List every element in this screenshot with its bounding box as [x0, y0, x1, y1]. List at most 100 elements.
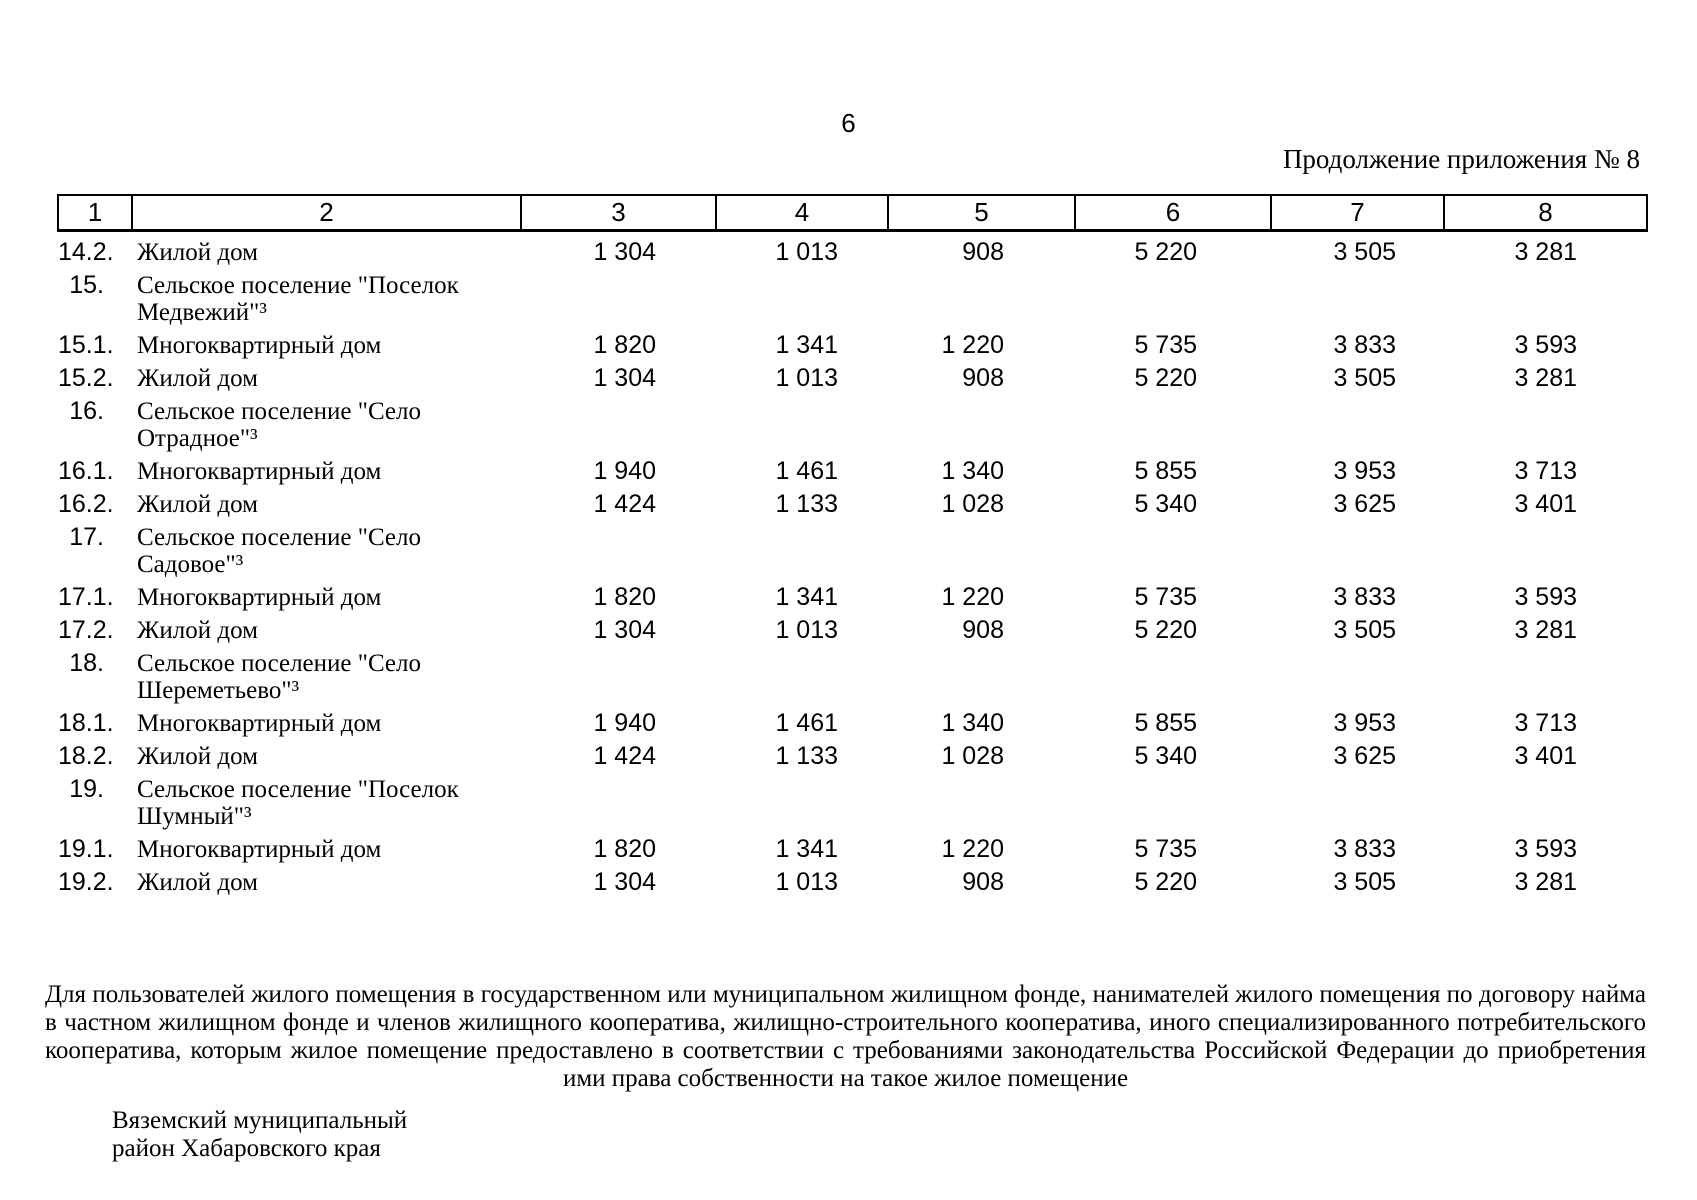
row-value-cell	[1075, 395, 1271, 455]
table-row: 15. Сельское поселение "Поселок Медвежий"…	[58, 269, 1647, 329]
table-row: 17. Сельское поселение "Село Садовое"³	[58, 521, 1647, 581]
table-header: 1 2 3 4 5 6 7 8	[57, 194, 1648, 232]
row-value-cell: 3 281	[1514, 364, 1577, 392]
row-value-cell: 908	[962, 868, 1004, 896]
district-label: Вяземский муниципальный район Хабаровско…	[112, 1107, 408, 1162]
row-value-cell: 3 281	[1514, 616, 1577, 644]
row-value-cell: 1 220	[941, 331, 1004, 359]
row-value-cell: 5 220	[1134, 238, 1197, 266]
row-value-cell: 3 953	[1333, 709, 1396, 737]
row-value-cell	[888, 521, 1075, 581]
row-value-cell: 1 133	[775, 742, 838, 770]
row-number-cell: 14.2.	[58, 238, 114, 266]
row-value-cell: 5 735	[1134, 331, 1197, 359]
row-value-cell	[521, 395, 716, 455]
row-value-cell: 1 133	[775, 490, 838, 518]
table-row: 18. Сельское поселение "Село Шереметьево"…	[58, 647, 1647, 707]
footnote-paragraph: Для пользователей жилого помещения в гос…	[45, 981, 1646, 1092]
row-value-cell: 3 833	[1333, 835, 1396, 863]
row-name-cell: Сельское поселение "Поселок Шумный"³	[137, 776, 459, 830]
column-header-1: 1	[57, 194, 133, 232]
table-row: 17.1. Многоквартирный дом 1 820 1 341 1 220 5…	[58, 581, 1647, 614]
row-value-cell: 1 940	[593, 457, 656, 485]
row-value-cell: 1 341	[775, 583, 838, 611]
row-number-cell: 18.	[69, 649, 104, 677]
row-name-cell: Сельское поселение "Село Садовое"³	[137, 524, 422, 578]
row-value-cell	[1075, 269, 1271, 329]
row-value-cell	[1271, 395, 1444, 455]
row-value-cell: 3 505	[1333, 364, 1396, 392]
row-number-cell: 17.2.	[58, 616, 114, 644]
row-value-cell	[1444, 521, 1647, 581]
row-number-cell: 18.2.	[58, 742, 114, 770]
column-header-7: 7	[1270, 194, 1445, 232]
table-row: 19.2. Жилой дом 1 304 1 013 908 5 220 3 505 3 2…	[58, 866, 1647, 899]
row-number-cell: 19.2.	[58, 868, 114, 896]
row-value-cell	[1271, 773, 1444, 833]
row-value-cell: 1 461	[775, 709, 838, 737]
row-number-cell: 18.1.	[58, 709, 114, 737]
row-value-cell: 1 940	[593, 709, 656, 737]
row-name-cell: Жилой дом	[137, 239, 258, 266]
row-name-cell: Сельское поселение "Село Шереметьево"³	[137, 650, 422, 704]
table-row: 18.1. Многоквартирный дом 1 940 1 461 1 340 5…	[58, 707, 1647, 740]
row-value-cell	[521, 521, 716, 581]
table-row: 19.1. Многоквартирный дом 1 820 1 341 1 220 5…	[58, 833, 1647, 866]
row-value-cell: 1 461	[775, 457, 838, 485]
table-header-row: 1 2 3 4 5 6 7 8	[57, 194, 1648, 232]
row-value-cell: 3 593	[1514, 331, 1577, 359]
row-value-cell: 3 953	[1333, 457, 1396, 485]
row-value-cell: 1 220	[941, 835, 1004, 863]
table-row: 15.1. Многоквартирный дом 1 820 1 341 1 220 5…	[58, 329, 1647, 362]
row-value-cell: 5 855	[1134, 457, 1197, 485]
page-number: 6	[841, 108, 856, 138]
table-row: 16. Сельское поселение "Село Отрадное"³	[58, 395, 1647, 455]
row-value-cell: 5 855	[1134, 709, 1197, 737]
row-name-cell: Сельское поселение "Село Отрадное"³	[137, 398, 422, 452]
row-name-cell: Жилой дом	[137, 365, 258, 392]
table-row: 16.2. Жилой дом 1 424 1 133 1 028 5 340 3 625 3…	[58, 488, 1647, 521]
row-value-cell	[1075, 521, 1271, 581]
row-value-cell: 5 340	[1134, 742, 1197, 770]
column-header-5: 5	[887, 194, 1076, 232]
row-value-cell	[1075, 647, 1271, 707]
row-name-cell: Жилой дом	[137, 491, 258, 518]
row-number-cell: 15.1.	[58, 331, 114, 359]
row-value-cell: 3 401	[1514, 742, 1577, 770]
row-name-cell: Многоквартирный дом	[137, 458, 382, 485]
row-value-cell	[1271, 269, 1444, 329]
row-value-cell	[521, 269, 716, 329]
row-value-cell: 3 593	[1514, 583, 1577, 611]
row-value-cell: 1 220	[941, 583, 1004, 611]
row-number-cell: 16.2.	[58, 490, 114, 518]
row-value-cell	[716, 773, 888, 833]
row-value-cell	[1444, 773, 1647, 833]
row-value-cell: 1 304	[593, 364, 656, 392]
row-value-cell	[716, 647, 888, 707]
table-row: 15.2. Жилой дом 1 304 1 013 908 5 220 3 505 3 2…	[58, 362, 1647, 395]
row-value-cell: 1 424	[593, 742, 656, 770]
row-value-cell	[1075, 773, 1271, 833]
row-value-cell	[521, 647, 716, 707]
row-value-cell	[1271, 521, 1444, 581]
row-value-cell: 3 281	[1514, 238, 1577, 266]
row-number-cell: 16.1.	[58, 457, 114, 485]
row-value-cell: 3 281	[1514, 868, 1577, 896]
row-number-cell: 15.2.	[58, 364, 114, 392]
row-name-cell: Многоквартирный дом	[137, 584, 382, 611]
row-value-cell: 3 593	[1514, 835, 1577, 863]
row-value-cell	[1271, 647, 1444, 707]
row-value-cell	[521, 773, 716, 833]
row-value-cell: 908	[962, 616, 1004, 644]
row-value-cell: 3 401	[1514, 490, 1577, 518]
row-number-cell: 17.1.	[58, 583, 114, 611]
row-value-cell: 5 220	[1134, 868, 1197, 896]
row-value-cell: 3 625	[1333, 742, 1396, 770]
row-value-cell: 3 833	[1333, 583, 1396, 611]
row-value-cell: 5 735	[1134, 583, 1197, 611]
row-value-cell: 908	[962, 364, 1004, 392]
row-value-cell: 3 625	[1333, 490, 1396, 518]
row-value-cell: 1 341	[775, 835, 838, 863]
row-value-cell: 1 028	[941, 742, 1004, 770]
